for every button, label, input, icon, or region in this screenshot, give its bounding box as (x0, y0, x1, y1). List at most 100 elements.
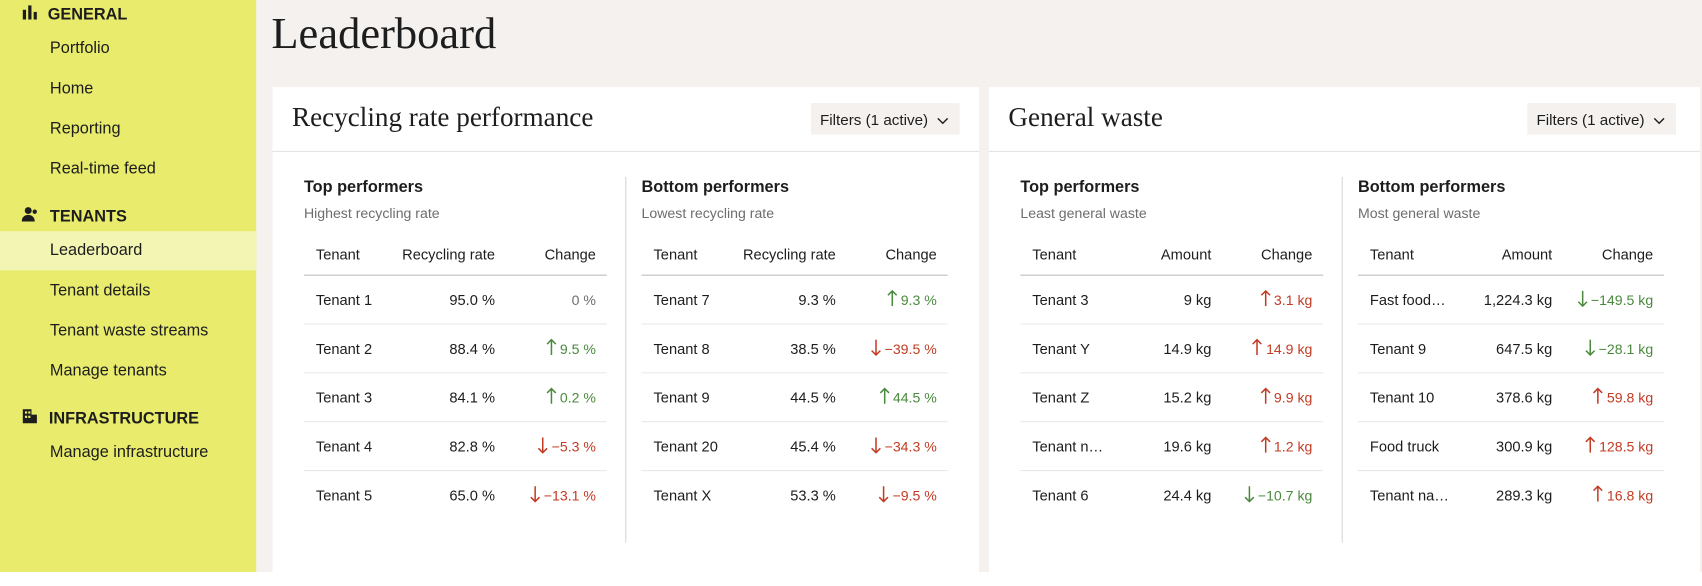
change-value: −9.5 % (892, 486, 937, 504)
table-row: Food truck 300.9 kg 128.5 kg (1357, 422, 1665, 472)
filter-button[interactable]: Filters (1 active) (1527, 103, 1677, 135)
change-value: 59.8 kg (1606, 389, 1654, 406)
metric-value: 14.9 kg (1163, 340, 1212, 357)
metric-value: 95.0 % (449, 291, 495, 308)
tenant-name: Tenant 1 (315, 291, 373, 308)
panel: Bottom performers Most general waste Tenan… (1357, 177, 1665, 519)
nav-item[interactable]: Reporting (49, 119, 121, 138)
change-value: 128.5 kg (1599, 437, 1654, 455)
panel: Top performers Highest recycling rate Tena… (303, 177, 607, 519)
change-value: −5.3 % (551, 437, 596, 455)
nav-item[interactable]: Tenant details (49, 281, 151, 300)
table-row: Tenant 1 95.0 % 0 % (303, 276, 607, 325)
arrow-down-icon (537, 436, 548, 457)
tenant-name: Food truck (1369, 437, 1440, 455)
column-header: Tenant (653, 246, 698, 263)
change-value: 44.5 % (892, 389, 937, 406)
column-header: Recycling rate (402, 246, 495, 263)
change-cell: 9.9 kg (1211, 386, 1312, 408)
change-value: −28.1 kg (1598, 340, 1654, 357)
panel-divider (1341, 176, 1343, 543)
change-cell: −28.1 kg (1552, 338, 1653, 359)
table-row: Tenant 7 9.3 % 9.3 % (641, 276, 948, 325)
nav-item[interactable]: Leaderboard (0, 231, 257, 271)
arrow-up-icon (1260, 435, 1271, 457)
panel-divider (625, 176, 627, 543)
column-header: Recycling rate (742, 246, 836, 263)
nav-item[interactable]: Manage infrastructure (49, 442, 209, 462)
change-cell: 3.1 kg (1211, 289, 1312, 310)
metric-value: 15.2 kg (1163, 389, 1212, 406)
tenant-name: Tenant 10 (1369, 389, 1435, 406)
metric-value: 45.4 % (790, 437, 836, 455)
table-header: Tenant Amount Change (1357, 234, 1665, 276)
metric-value: 1,224.3 kg (1483, 291, 1553, 308)
change-value: 3.1 kg (1273, 291, 1313, 308)
column-header: Tenant (1032, 246, 1077, 263)
column-header: Amount (1501, 246, 1553, 263)
tenant-name: Fast food tenant (1369, 291, 1449, 308)
nav-section: TENANTS (21, 205, 127, 227)
nav-item[interactable]: Tenant waste streams (49, 321, 209, 340)
column-header: Change (885, 246, 937, 263)
change-cell: 1.2 kg (1211, 435, 1312, 457)
metric-value: 647.5 kg (1496, 340, 1553, 357)
table-row: Tenant name 19.6 kg 1.2 kg (1020, 422, 1324, 472)
table-row: Tenant 3 9 kg 3.1 kg (1020, 276, 1324, 325)
change-cell: 0.2 % (495, 386, 596, 408)
arrow-up-icon (1593, 386, 1604, 408)
change-cell: 9.5 % (495, 338, 596, 359)
card-divider (272, 150, 980, 152)
change-value: −149.5 kg (1590, 291, 1654, 308)
change-cell: 9.3 % (836, 289, 937, 310)
card: Recycling rate performance Filters (1 act… (272, 86, 980, 586)
change-value: −39.5 % (884, 340, 937, 357)
tenant-name: Tenant 5 (315, 486, 373, 504)
tenant-name: Tenant 4 (315, 437, 373, 455)
arrow-down-icon (870, 436, 881, 457)
metric-value: 88.4 % (449, 340, 495, 357)
table-row: Tenant 5 65.0 % −13.1 % (304, 471, 607, 519)
change-value: 0.2 % (559, 389, 596, 406)
table-header: Tenant Recycling rate Change (303, 234, 607, 276)
card-title: General waste (1008, 103, 1163, 133)
change-cell: −10.7 kg (1211, 485, 1312, 506)
column-header: Change (1601, 246, 1654, 263)
metric-value: 82.8 % (449, 437, 495, 455)
panel-subheading: Most general waste (1357, 205, 1481, 222)
change-cell: 59.8 kg (1552, 386, 1654, 408)
arrow-down-icon (870, 338, 881, 359)
metric-value: 44.5 % (790, 389, 836, 406)
nav-item[interactable]: Home (49, 79, 94, 98)
change-value: 9.3 % (900, 291, 937, 308)
table-row: Tenant Z 15.2 kg 9.9 kg (1020, 373, 1324, 423)
nav-item[interactable]: Real-time feed (49, 159, 156, 179)
panel: Bottom performers Lowest recycling rate Te… (641, 177, 948, 519)
change-value: 16.8 kg (1606, 486, 1654, 504)
filter-label: Filters (1 active) (1536, 110, 1645, 128)
table-row: Tenant name 289.3 kg 16.8 kg (1358, 471, 1664, 519)
arrow-up-icon (1260, 289, 1271, 310)
panel: Top performers Least general waste Tenant A… (1020, 177, 1324, 519)
change-cell: 14.9 kg (1211, 338, 1312, 359)
tenant-name: Tenant 3 (315, 389, 373, 406)
sidebar: GENERAL Portfolio Home Reporting Real-time f… (0, 0, 257, 573)
arrow-up-icon (1585, 435, 1596, 457)
tenant-name: Tenant 7 (653, 291, 710, 308)
change-value: 14.9 kg (1266, 340, 1313, 357)
page: GENERAL Portfolio Home Reporting Real-time f… (0, 0, 1702, 573)
filter-button[interactable]: Filters (1 active) (811, 103, 960, 135)
arrow-up-icon (879, 386, 890, 408)
table-row: Tenant 8 38.5 % −39.5 % (641, 325, 948, 374)
nav-section: INFRASTRUCTURE (22, 407, 199, 429)
nav-icon (22, 408, 38, 428)
nav-item[interactable]: Manage tenants (49, 361, 167, 380)
page-title: Leaderboard (271, 7, 497, 58)
nav-item[interactable]: Portfolio (49, 39, 110, 58)
change-value: −10.7 kg (1257, 486, 1313, 504)
nav-section-title: INFRASTRUCTURE (48, 408, 200, 428)
change-value: 0 % (571, 291, 596, 308)
tenant-name: Tenant name (1369, 486, 1450, 504)
metric-value: 53.3 % (790, 486, 836, 504)
chevron-icon (1653, 110, 1665, 127)
